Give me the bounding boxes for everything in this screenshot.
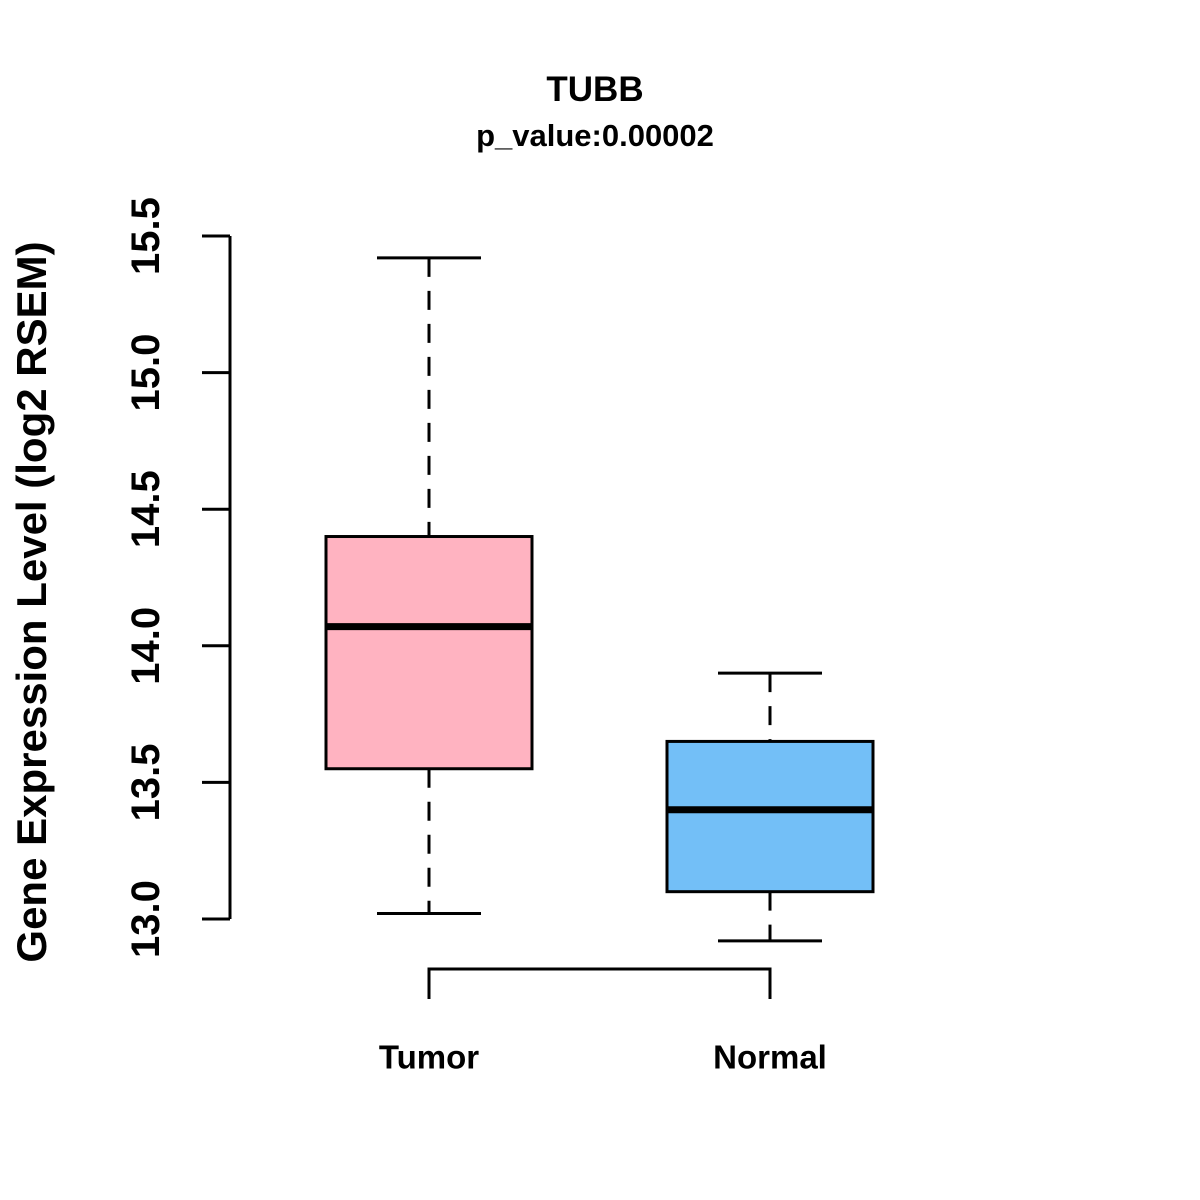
y-tick-label: 15.5: [124, 197, 168, 275]
y-tick-label: 14.5: [124, 470, 168, 548]
y-tick-label: 13.0: [124, 880, 168, 958]
tumor-box: [324, 535, 534, 771]
y-tick-label: 13.5: [124, 743, 168, 821]
chart-pvalue-subtitle: p_value:0.00002: [476, 118, 714, 153]
x-label-tumor: Tumor: [378, 1038, 480, 1076]
y-tick-label: 14.0: [124, 607, 168, 685]
y-tick-label: 15.0: [124, 334, 168, 412]
significance-bracket: [427, 967, 772, 999]
normal-box: [665, 739, 875, 894]
chart-title: TUBB: [546, 70, 644, 109]
x-label-normal: Normal: [713, 1038, 827, 1076]
y-axis-title: Gene Expression Level (log2 RSEM): [8, 241, 55, 963]
